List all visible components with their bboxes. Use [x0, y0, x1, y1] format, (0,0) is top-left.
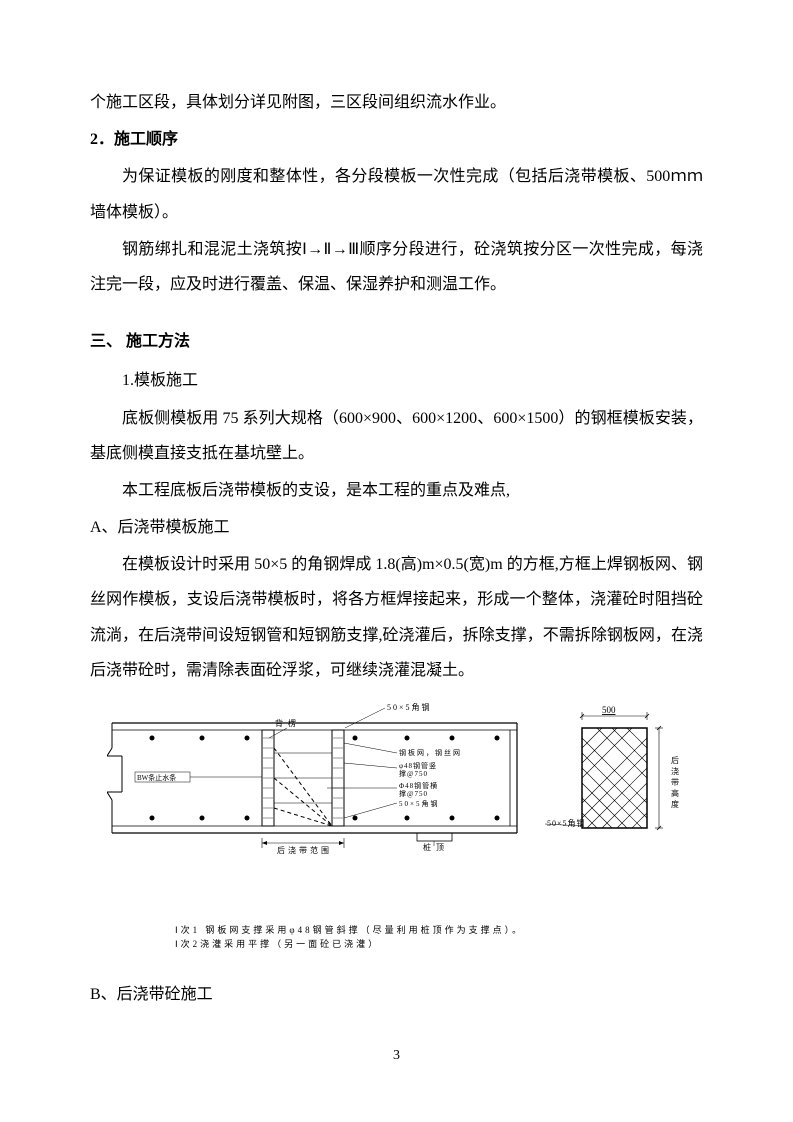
label-angle-top: 50×5角钢 [387, 702, 432, 712]
page-number: 3 [393, 1041, 400, 1072]
label-mesh: 钢板网，钢丝网 [399, 748, 462, 757]
para-a: 在模板设计时采用 50×5 的角钢焊成 1.8(高)m×0.5(宽)m 的方框,… [90, 547, 703, 688]
para-2a: 为保证模板的刚度和整体性，各分段模板一次性完成（包括后浇带模板、500ｍｍ墙体模… [90, 159, 703, 229]
construction-diagram: BW条止水条 背楞 50×5角钢 钢板网，钢丝网 φ48钢管竖 撑@750 Φ4… [107, 698, 687, 908]
label-pipe-h: Φ48钢管横 [399, 781, 438, 790]
svg-text:撑@750: 撑@750 [399, 789, 428, 798]
diagram-svg: BW条止水条 背楞 50×5角钢 钢板网，钢丝网 φ48钢管竖 撑@750 Φ4… [107, 698, 687, 873]
para-2b: 钢筋绑扎和混泥土浇筑按Ⅰ→Ⅱ→Ⅲ顺序分段进行，砼浇筑按分区一次性完成，每浇注完一… [90, 232, 703, 302]
diagram-container: BW条止水条 背楞 50×5角钢 钢板网，钢丝网 φ48钢管竖 撑@750 Φ4… [90, 698, 703, 908]
svg-text:撑@750: 撑@750 [399, 769, 428, 778]
label-height: 后浇带高度 [670, 755, 679, 811]
heading-2: 2．施工顺序 [90, 122, 703, 157]
label-zhuang: 桩顶 [423, 842, 449, 852]
label-500: 500 [602, 705, 616, 715]
sub-1: 1.模板施工 [90, 363, 703, 398]
heading-a: A、后浇带模板施工 [90, 510, 703, 545]
label-pipe-v: φ48钢管竖 [399, 761, 437, 770]
para-3b: 本工程底板后浇带模板的支设，是本工程的重点及难点, [90, 473, 703, 508]
heading-3: 三、 施工方法 [90, 324, 703, 359]
para-3a: 底板侧模板用 75 系列大规格（600×900、600×1200、600×150… [90, 401, 703, 471]
para-continuation: 个施工区段，具体划分详见附图，三区段间组织流水作业。 [90, 85, 703, 120]
label-angle-bot2: 50×5角钢 [547, 818, 586, 828]
diagram-caption-2: Ⅰ次2浇灌采用平撑（另一面砼已浇灌） [175, 937, 703, 951]
heading-b: B、后浇带砼施工 [90, 977, 703, 1012]
label-range: 后浇带范围 [277, 845, 332, 855]
label-beileng: 背楞 [275, 718, 301, 728]
diagram-caption-1: Ⅰ次1 钢板网支撑采用φ48钢管斜撑（尽量利用桩顶作为支撑点）。 [175, 923, 703, 937]
label-bw: BW条止水条 [137, 773, 176, 782]
label-angle-bot: 50×5角钢 [399, 799, 439, 808]
